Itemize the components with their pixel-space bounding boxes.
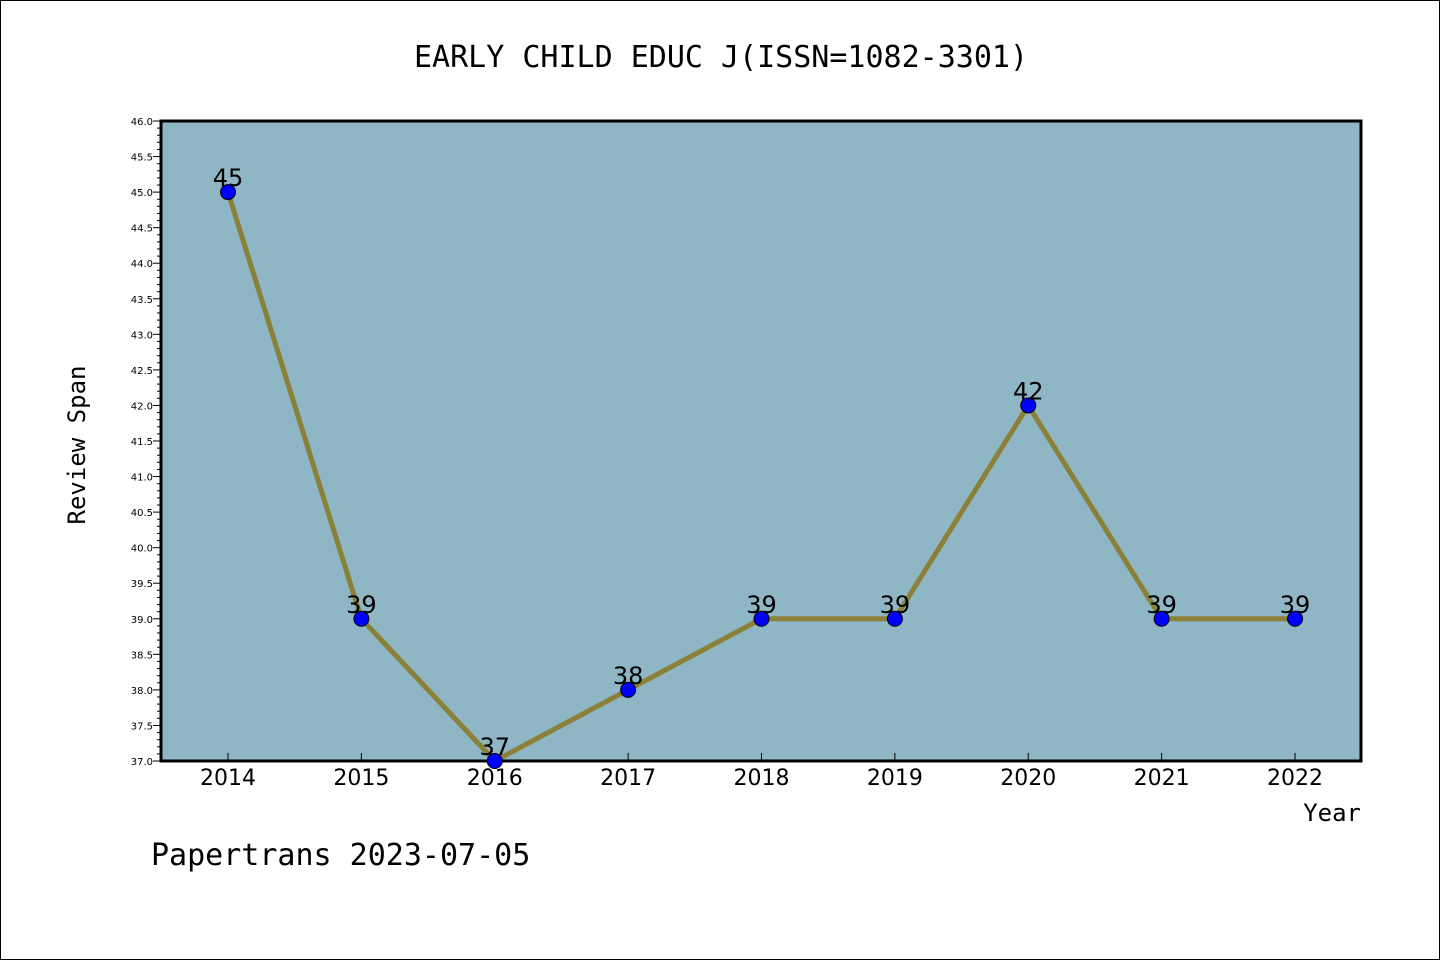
data-label: 37 [479, 733, 510, 761]
y-tick-label: 38.0 [131, 686, 153, 697]
x-tick-label: 2015 [333, 766, 389, 791]
data-point [1153, 610, 1170, 627]
x-axis-label: Year [1303, 799, 1361, 827]
data-label: 39 [346, 591, 377, 619]
y-tick-label: 45.5 [131, 153, 153, 164]
data-label: 42 [1013, 377, 1044, 405]
y-tick-label: 44.5 [131, 224, 153, 235]
y-tick-label: 40.5 [131, 508, 153, 519]
x-tick-label: 2017 [600, 766, 656, 791]
plot-area [159, 119, 1363, 763]
x-tick-label: 2021 [1134, 766, 1190, 791]
y-tick-label: 39.0 [131, 615, 153, 626]
x-tick-label: 2022 [1267, 766, 1323, 791]
y-tick-label: 37.5 [131, 721, 153, 732]
y-axis-label: Review Span [63, 366, 91, 525]
y-tick-label: 46.0 [131, 117, 153, 128]
data-label: 39 [1280, 591, 1311, 619]
data-point [353, 610, 370, 627]
y-tick-label: 43.0 [131, 330, 153, 341]
y-tick-label: 37.0 [131, 757, 153, 768]
x-tick-label: 2019 [867, 766, 923, 791]
y-tick-label: 39.5 [131, 579, 153, 590]
data-label: 45 [213, 164, 244, 192]
y-tick-label: 45.0 [131, 188, 153, 199]
x-tick-label: 2018 [734, 766, 790, 791]
data-point [220, 184, 236, 201]
series-group [220, 184, 1303, 769]
data-point [886, 610, 903, 627]
y-tick-label: 41.0 [131, 473, 153, 484]
y-tick-label: 43.5 [131, 295, 153, 306]
data-point [620, 681, 637, 698]
chart-title: EARLY CHILD EDUC J(ISSN=1082-3301) [414, 40, 1028, 75]
y-tick-label: 44.0 [131, 259, 153, 270]
y-tick-label: 38.5 [131, 650, 153, 661]
data-label: 39 [1146, 591, 1177, 619]
data-label: 38 [613, 662, 644, 690]
y-tick-label: 42.5 [131, 366, 153, 377]
y-tick-label: 40.0 [131, 544, 153, 555]
x-tick-label: 2016 [467, 766, 523, 791]
footer-text: Papertrans 2023-07-05 [151, 838, 530, 873]
data-point [1020, 397, 1037, 414]
y-tick-label: 42.0 [131, 401, 153, 412]
x-tick-label: 2014 [200, 766, 256, 791]
data-label: 39 [746, 591, 777, 619]
data-label: 39 [880, 591, 911, 619]
data-labels-group: 45 39 37 38 39 39 42 39 39 [213, 164, 1311, 761]
y-tick-label: 41.5 [131, 437, 153, 448]
data-point [753, 610, 770, 627]
y-axis-ticks: 37.0 37.5 38.0 38.5 39.0 39.5 40.0 40.5 41.0 41.5… [131, 117, 161, 768]
x-tick-label: 2020 [1000, 766, 1056, 791]
x-axis-ticks: 2014 2015 2016 2017 2018 2019 2020 2021 2022 [200, 753, 1323, 791]
data-point [486, 753, 503, 769]
data-point [1287, 610, 1303, 627]
